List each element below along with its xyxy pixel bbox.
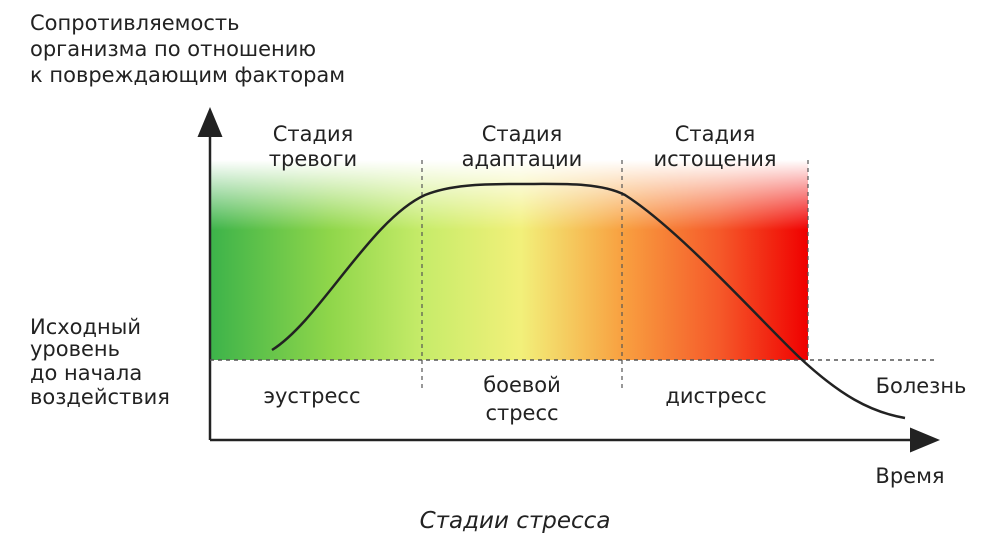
- baseline-label: воздействия: [30, 385, 170, 409]
- stage-label: истощения: [654, 147, 777, 171]
- disease-label: Болезнь: [876, 374, 967, 398]
- y-axis-label: организма по отношению: [30, 37, 316, 61]
- stage-label: адаптации: [462, 147, 583, 171]
- stage-label: Стадия: [675, 122, 756, 146]
- stage-label: тревоги: [269, 147, 357, 171]
- x-axis-label: Время: [875, 464, 944, 488]
- zone-label: боевой: [483, 373, 561, 397]
- zone-label: дистресс: [665, 384, 766, 408]
- resistance-curve: [271, 182, 906, 420]
- stage-gradient: [210, 160, 808, 360]
- y-axis-label: Сопротивляемость: [30, 11, 240, 35]
- stage-label: Стадия: [482, 122, 563, 146]
- baseline-label: Исходный: [30, 315, 141, 339]
- zone-label: стресс: [485, 401, 558, 425]
- zone-label: эустресс: [263, 384, 360, 408]
- baseline-label: уровень: [30, 337, 120, 361]
- stage-label: Стадия: [273, 122, 354, 146]
- caption: Стадии стресса: [420, 508, 611, 534]
- baseline-label: до начала: [30, 361, 142, 385]
- y-axis-label: к повреждающим факторам: [30, 63, 345, 87]
